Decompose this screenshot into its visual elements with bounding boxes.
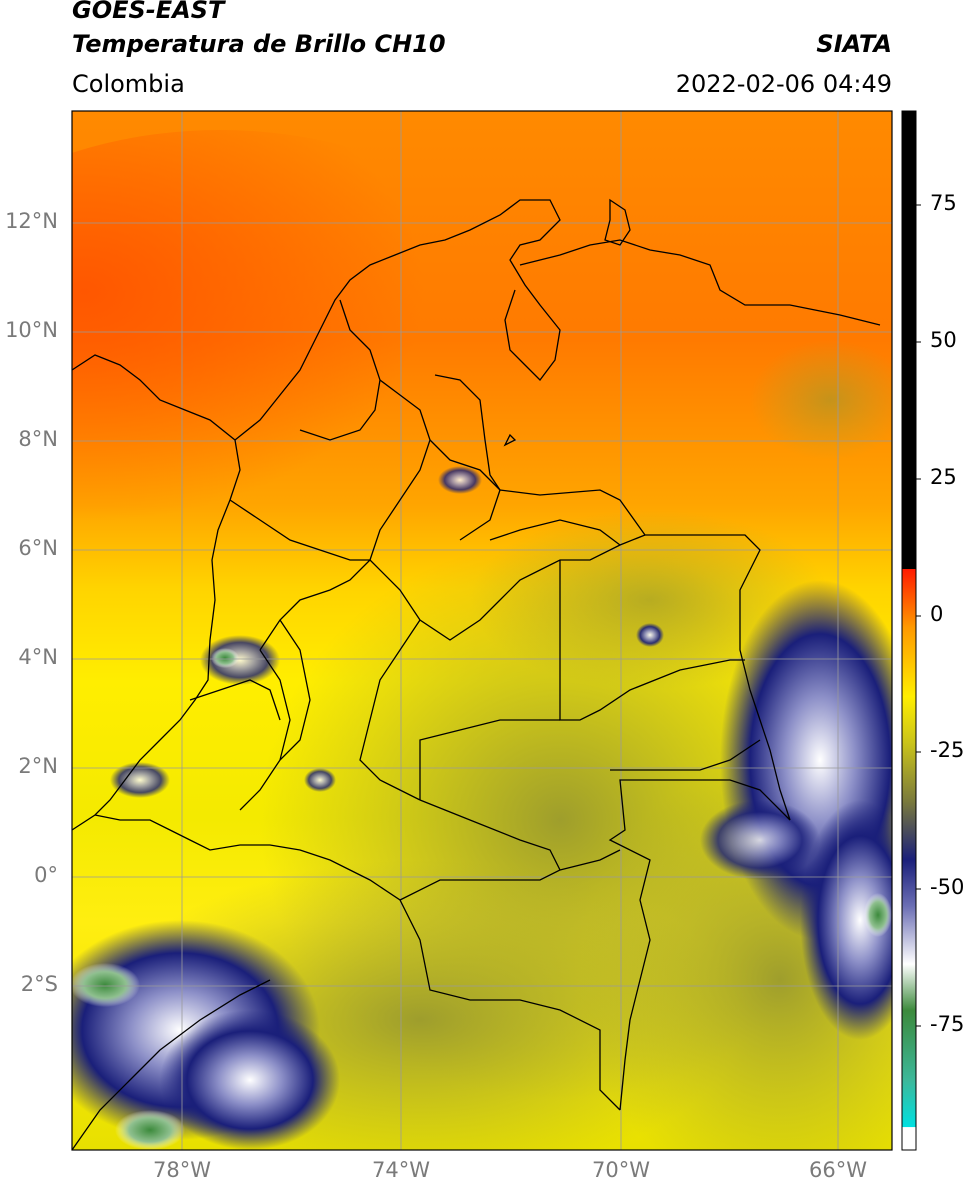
colorbar-tick-label: -75	[930, 1012, 965, 1036]
region-label: Colombia	[72, 70, 185, 98]
timestamp-label: 2022-02-06 04:49	[675, 70, 892, 98]
lon-tick-label: 74°W	[372, 1158, 430, 1182]
lon-tick-label: 78°W	[153, 1158, 211, 1182]
source-label: SIATA	[816, 30, 892, 58]
colorbar-tick-label: 0	[930, 602, 944, 626]
lat-tick-label: 10°N	[5, 318, 58, 342]
lon-tick-label: 70°W	[592, 1158, 650, 1182]
lat-tick-label: 2°N	[18, 754, 58, 778]
colorbar-tick-label: 75	[930, 191, 957, 215]
lon-tick-label: 66°W	[809, 1158, 867, 1182]
figure-title-line2: Temperatura de Brillo CH10	[72, 30, 446, 58]
lat-tick-label: 4°N	[18, 645, 58, 669]
colorbar	[901, 110, 921, 1151]
graticule	[72, 111, 892, 1150]
lat-tick-label: 2°S	[20, 972, 58, 996]
colorbar-tick-label: 25	[930, 465, 957, 489]
colorbar-warm-segment	[902, 111, 916, 569]
colorbar-tick-label: -25	[930, 738, 965, 762]
colorbar-tick-label: 50	[930, 328, 957, 352]
lat-tick-label: 6°N	[18, 536, 58, 560]
colorbar-gradient	[902, 569, 916, 1150]
brightness-temperature-field	[72, 111, 892, 1150]
lat-tick-label: 12°N	[5, 209, 58, 233]
lat-tick-label: 0°	[34, 863, 58, 887]
figure-title-line1: GOES-EAST	[72, 0, 225, 24]
colorbar-tick-label: -50	[930, 875, 965, 899]
lat-tick-label: 8°N	[18, 427, 58, 451]
borders	[72, 198, 881, 1150]
map-frame	[71, 110, 893, 1151]
